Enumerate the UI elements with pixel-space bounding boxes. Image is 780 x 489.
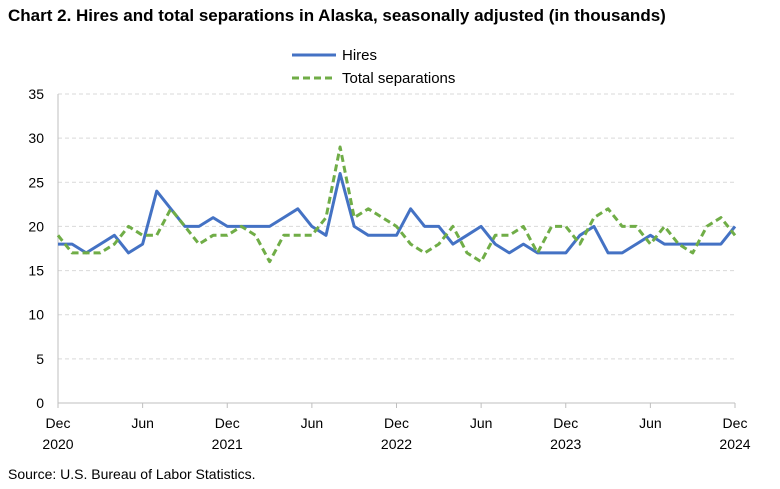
- x-tick-year: 2023: [550, 436, 581, 452]
- source-note: Source: U.S. Bureau of Labor Statistics.: [8, 466, 256, 482]
- x-tick-year: 2020: [42, 436, 73, 452]
- y-tick-label: 10: [28, 307, 44, 323]
- series-line-hires: [58, 172, 737, 255]
- x-tick-month: Dec: [384, 415, 409, 431]
- x-tick-month: Jun: [470, 415, 493, 431]
- series-lines: [56, 145, 737, 264]
- x-tick-year: 2024: [719, 436, 750, 452]
- x-tick-year: 2022: [381, 436, 412, 452]
- y-tick-label: 25: [28, 174, 44, 190]
- y-axis-ticks: 0 5 10 15 20 25 30 35: [28, 86, 44, 411]
- y-tick-label: 20: [28, 218, 44, 234]
- y-tick-label: 30: [28, 130, 44, 146]
- axes: [57, 94, 735, 404]
- x-tick-month: Jun: [131, 415, 154, 431]
- x-tick-month: Dec: [215, 415, 240, 431]
- x-tick-month: Jun: [639, 415, 662, 431]
- x-axis-ticks: Dec 2020 Jun Dec 2021 Jun Dec 2022 Jun Dec 2023 Jun…: [42, 403, 751, 452]
- legend-label: Hires: [342, 47, 377, 64]
- x-tick-month: Dec: [723, 415, 748, 431]
- legend: Hires Total separations: [292, 47, 455, 87]
- legend-label: Total separations: [342, 70, 455, 87]
- y-tick-label: 15: [28, 263, 44, 279]
- chart-title: Chart 2. Hires and total separations in …: [8, 6, 666, 25]
- y-tick-label: 35: [28, 86, 44, 102]
- y-tick-label: 5: [36, 351, 44, 367]
- y-tick-label: 0: [36, 395, 44, 411]
- series-line-total-separations: [56, 145, 737, 264]
- x-tick-month: Jun: [301, 415, 324, 431]
- x-tick-year: 2021: [212, 436, 243, 452]
- x-tick-month: Dec: [46, 415, 71, 431]
- x-tick-month: Dec: [553, 415, 578, 431]
